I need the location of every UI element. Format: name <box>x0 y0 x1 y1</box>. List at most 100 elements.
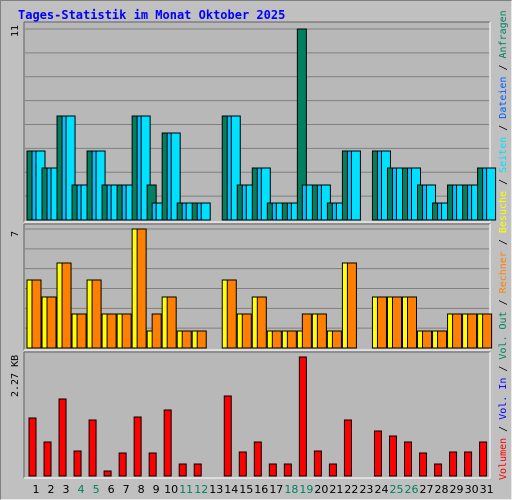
legend-entry: / <box>498 173 509 191</box>
bar-volumen-day-28 <box>434 463 443 477</box>
y-max-label: 2.27 KB <box>10 355 21 397</box>
x-tick-label-18: 18 <box>284 483 298 496</box>
x-tick-label-17: 17 <box>269 483 283 496</box>
legend-entry: / <box>498 360 509 378</box>
bar-volumen-day-11 <box>178 463 187 477</box>
bar-seiten-day-8 <box>140 115 151 221</box>
x-tick-label-11: 11 <box>179 483 193 496</box>
bar-volumen-day-18 <box>283 463 292 477</box>
bar-volumen-day-3 <box>58 398 67 477</box>
bar-rechner-day-30 <box>467 313 478 349</box>
bar-seiten-day-16 <box>260 167 271 221</box>
x-tick-label-14: 14 <box>224 483 238 496</box>
x-tick-label-24: 24 <box>374 483 388 496</box>
bar-volumen-day-4 <box>73 450 82 477</box>
legend-entry: Vol. In <box>498 378 509 420</box>
bar-rechner-day-17 <box>271 330 282 349</box>
bar-volumen-day-25 <box>388 435 397 477</box>
x-tick-label-16: 16 <box>254 483 268 496</box>
x-tick-label-31: 31 <box>480 483 494 496</box>
y-max-label: 11 <box>10 25 21 37</box>
bar-volumen-day-17 <box>268 463 277 477</box>
bar-volumen-day-29 <box>449 451 458 477</box>
bar-rechner-day-21 <box>331 330 342 349</box>
x-tick-label-21: 21 <box>329 483 343 496</box>
x-tick-label-23: 23 <box>359 483 373 496</box>
legend-entry: Dateien <box>498 77 509 119</box>
bar-volumen-day-24 <box>373 430 382 477</box>
bar-rechner-day-28 <box>437 330 448 349</box>
x-tick-label-6: 6 <box>108 483 115 496</box>
x-tick-label-22: 22 <box>344 483 358 496</box>
legend-entry: / <box>498 293 509 311</box>
bar-volumen-day-26 <box>404 441 412 477</box>
x-tick-label-26: 26 <box>405 483 419 496</box>
bar-rechner-day-18 <box>286 330 297 349</box>
bar-rechner-day-27 <box>422 330 433 349</box>
bar-volumen-day-21 <box>328 463 337 477</box>
x-tick-label-12: 12 <box>194 483 208 496</box>
bar-rechner-day-5 <box>91 279 102 349</box>
legend-entry: / <box>498 119 509 137</box>
side-legend: Volumen / Vol. In / Vol. Out / Rechner /… <box>498 10 509 480</box>
x-tick-label-3: 3 <box>63 483 70 496</box>
bar-volumen-day-5 <box>88 419 97 477</box>
legend-entry: Besuche <box>498 191 509 233</box>
x-tick-label-10: 10 <box>164 483 178 496</box>
bar-rechner-day-20 <box>316 313 327 349</box>
bar-volumen-day-30 <box>464 451 473 477</box>
x-tick-label-29: 29 <box>450 483 464 496</box>
x-tick-label-19: 19 <box>299 483 313 496</box>
x-tick-label-1: 1 <box>33 483 40 496</box>
bar-volumen-day-27 <box>419 452 428 477</box>
bar-rechner-day-16 <box>256 296 267 349</box>
bar-volumen-day-12 <box>193 463 202 477</box>
bar-rechner-day-15 <box>241 313 252 349</box>
x-tick-label-20: 20 <box>314 483 328 496</box>
bar-rechner-day-26 <box>407 296 417 349</box>
bar-seiten-day-31 <box>486 167 497 221</box>
bar-rechner-day-9 <box>151 313 162 349</box>
x-tick-label-9: 9 <box>153 483 160 496</box>
bar-volumen-day-1 <box>28 417 37 477</box>
legend-entry: Volumen <box>498 438 509 480</box>
x-tick-label-5: 5 <box>93 483 100 496</box>
bar-rechner-day-29 <box>452 313 463 349</box>
bar-rechner-day-14 <box>226 279 237 349</box>
bar-volumen-day-14 <box>223 395 232 477</box>
y-max-label: 7 <box>10 231 21 237</box>
x-tick-label-7: 7 <box>123 483 130 496</box>
bar-volumen-day-16 <box>253 441 262 477</box>
bar-rechner-day-11 <box>181 330 192 349</box>
legend-entry: / <box>498 58 509 76</box>
bar-rechner-day-22 <box>346 262 357 349</box>
legend-entry: / <box>498 233 509 251</box>
bar-rechner-day-10 <box>166 296 177 349</box>
x-tick-label-15: 15 <box>239 483 253 496</box>
x-tick-label-28: 28 <box>435 483 449 496</box>
legend-entry: / <box>498 420 509 438</box>
legend-entry: Anfragen <box>498 10 509 58</box>
bar-rechner-day-1 <box>31 279 42 349</box>
bar-seiten-day-3 <box>65 115 76 221</box>
bar-volumen-day-9 <box>148 452 157 477</box>
bar-volumen-day-31 <box>479 441 488 477</box>
bar-rechner-day-6 <box>106 313 117 349</box>
bar-rechner-day-7 <box>121 313 132 349</box>
legend-entry: Rechner <box>498 251 509 293</box>
bar-rechner-day-8 <box>136 228 147 349</box>
bar-seiten-day-14 <box>230 115 241 221</box>
bar-volumen-day-6 <box>103 470 112 477</box>
legend-entry: Vol. Out <box>498 311 509 359</box>
x-tick-label-27: 27 <box>420 483 434 496</box>
bar-rechner-day-31 <box>482 313 493 349</box>
bar-volumen-day-19 <box>298 356 307 477</box>
legend-entry: Seiten <box>498 137 509 173</box>
x-tick-label-2: 2 <box>48 483 55 496</box>
bar-rechner-day-12 <box>196 330 207 349</box>
chart-title: Tages-Statistik im Monat Oktober 2025 <box>18 8 286 22</box>
bar-seiten-day-22 <box>350 150 361 221</box>
bar-seiten-day-10 <box>170 132 181 221</box>
x-tick-label-30: 30 <box>465 483 479 496</box>
